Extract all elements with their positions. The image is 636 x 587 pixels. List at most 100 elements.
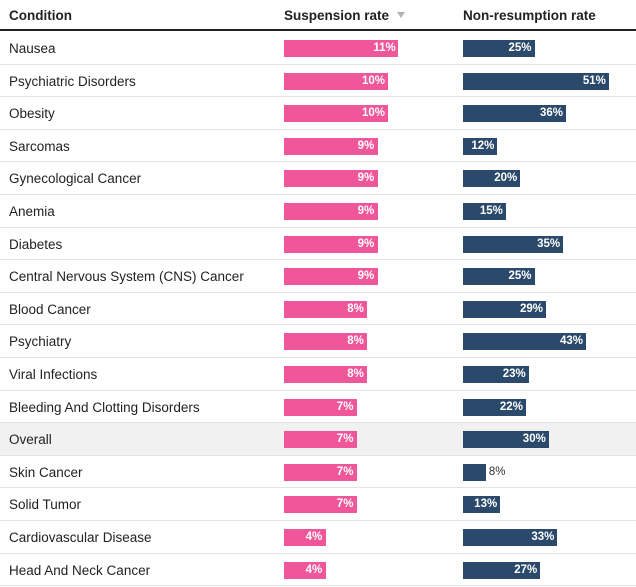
suspension-value-label: 7% (336, 400, 354, 413)
table-row: Bleeding And Clotting Disorders 7% 22% (0, 391, 636, 424)
nonresumption-value-label: 33% (531, 531, 555, 543)
condition-label: Viral Infections (9, 367, 98, 382)
header-suspension-rate[interactable]: Suspension rate (284, 8, 406, 23)
suspension-value-label: 11% (373, 42, 396, 54)
nonresumption-value-label: 25% (508, 270, 532, 283)
table-row: Head And Neck Cancer 4% 27% (0, 554, 636, 587)
header-condition[interactable]: Condition (9, 8, 72, 23)
header-suspension-label: Suspension rate (284, 8, 390, 23)
sort-descending-icon[interactable] (397, 12, 406, 19)
suspension-value-label: 7% (336, 433, 354, 446)
nonresumption-bar (463, 496, 501, 514)
table-row: Solid Tumor 7% 13% (0, 488, 636, 521)
suspension-bar (284, 40, 399, 57)
nonresumption-value-label: 27% (514, 563, 538, 576)
nonresumption-bar (463, 366, 529, 383)
nonresumption-bar (463, 235, 564, 253)
condition-label: Diabetes (9, 236, 63, 252)
nonresumption-bar (463, 431, 549, 449)
condition-label: Central Nervous System (CNS) Cancer (9, 269, 244, 285)
nonresumption-value-label: 23% (502, 368, 526, 380)
table-row: Obesity 10% 36% (0, 97, 636, 130)
suspension-value-label: 7% (336, 498, 354, 511)
condition-label: Skin Cancer (9, 464, 83, 480)
suspension-bar (284, 333, 368, 351)
nonresumption-bar (463, 529, 558, 546)
suspension-value-label: 7% (336, 465, 354, 478)
suspension-bar (284, 72, 388, 90)
condition-label: Obesity (9, 106, 55, 122)
table-row: Overall 7% 30% (0, 423, 636, 456)
nonresumption-bar (463, 561, 541, 579)
suspension-bar (284, 398, 357, 416)
condition-label: Overall (9, 432, 52, 448)
suspension-bar (284, 235, 378, 253)
nonresumption-bar (463, 40, 535, 57)
nonresumption-bar (463, 333, 586, 351)
suspension-value-label: 10% (362, 74, 386, 87)
nonresumption-bar (463, 203, 506, 220)
nonresumption-value-label: 30% (522, 433, 546, 446)
condition-label: Blood Cancer (9, 301, 91, 317)
nonresumption-value-label: 35% (537, 237, 561, 250)
nonresumption-value-label: 13% (474, 498, 498, 511)
nonresumption-bar (463, 268, 535, 286)
nonresumption-value-label: 43% (559, 335, 583, 348)
condition-label: Gynecological Cancer (9, 171, 142, 187)
condition-label: Anemia (9, 204, 55, 219)
table-row: Cardiovascular Disease 4% 33% (0, 521, 636, 554)
condition-label: Psychiatry (9, 334, 72, 350)
suspension-bar (284, 463, 357, 481)
nonresumption-value-label: 20% (494, 172, 518, 185)
suspension-bar (284, 105, 388, 123)
suspension-bar (284, 268, 378, 286)
condition-label: Nausea (9, 41, 56, 56)
condition-label: Sarcomas (9, 138, 70, 154)
nonresumption-bar (463, 170, 521, 188)
suspension-bar (284, 300, 368, 318)
table-row: Blood Cancer 8% 29% (0, 293, 636, 326)
suspension-value-label: 9% (357, 139, 375, 152)
suspension-value-label: 9% (357, 270, 375, 283)
condition-label: Cardiovascular Disease (9, 530, 152, 545)
nonresumption-value-label: 22% (499, 400, 523, 413)
header-nonresumption-rate[interactable]: Non-resumption rate (463, 8, 596, 23)
table-row: Sarcomas 9% 12% (0, 130, 636, 163)
nonresumption-bar (463, 137, 498, 155)
table-row: Central Nervous System (CNS) Cancer 9% 25% (0, 260, 636, 293)
suspension-bar (284, 529, 326, 546)
suspension-value-label: 8% (347, 335, 364, 348)
condition-label: Bleeding And Clotting Disorders (9, 399, 200, 415)
condition-label: Head And Neck Cancer (9, 562, 151, 578)
suspension-value-label: 8% (347, 368, 364, 380)
suspension-value-label: 9% (357, 237, 375, 250)
suspension-bar (284, 170, 378, 188)
suspension-bar (284, 496, 357, 514)
table-header: Condition Suspension rate Non-resumption… (0, 0, 636, 31)
table-row: Anemia 9% 15% (0, 195, 636, 228)
suspension-value-label: 9% (357, 205, 375, 217)
suspension-bar (284, 203, 378, 220)
suspension-value-label: 4% (305, 531, 323, 543)
nonresumption-value-label: 12% (471, 139, 495, 152)
nonresumption-value-label: 8% (488, 465, 506, 478)
nonresumption-value-label: 36% (539, 107, 563, 120)
nonresumption-value-label: 29% (519, 302, 543, 315)
suspension-value-label: 8% (347, 302, 364, 315)
nonresumption-bar (463, 105, 566, 123)
condition-label: Solid Tumor (9, 497, 82, 513)
suspension-bar (284, 366, 368, 383)
nonresumption-bar (463, 398, 526, 416)
table-row: Skin Cancer 7% 8% (0, 456, 636, 489)
table-row: Psychiatry 8% 43% (0, 325, 636, 358)
table-row: Psychiatric Disorders 10% 51% (0, 65, 636, 98)
suspension-value-label: 9% (357, 172, 375, 185)
suspension-value-label: 4% (305, 563, 323, 576)
suspension-bar (284, 137, 378, 155)
suspension-value-label: 10% (362, 107, 386, 120)
table-row: Nausea 11% 25% (0, 32, 636, 65)
nonresumption-bar (463, 300, 546, 318)
table-row: Gynecological Cancer 9% 20% (0, 162, 636, 195)
nonresumption-value-label: 15% (479, 205, 503, 217)
